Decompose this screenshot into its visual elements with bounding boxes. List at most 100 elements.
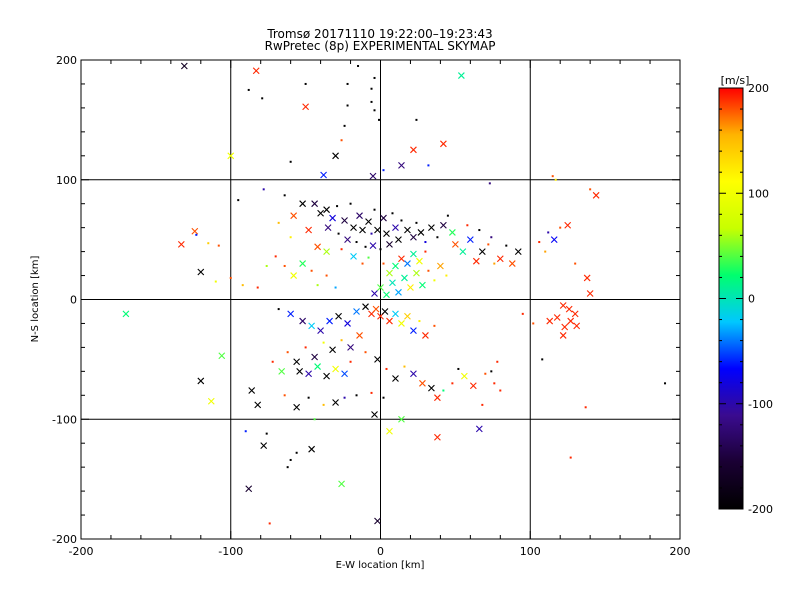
data-point-x — [410, 233, 417, 241]
data-point-x — [287, 310, 295, 318]
colorbar-label: [m/s] — [721, 74, 750, 87]
data-point-x — [227, 152, 235, 160]
data-point-x — [341, 217, 348, 224]
data-point-x — [369, 242, 377, 250]
data-point-x — [350, 224, 357, 232]
data-point-x — [369, 172, 377, 180]
data-point-x — [245, 485, 253, 493]
data-point-dot — [385, 367, 388, 370]
data-point-dot — [214, 280, 217, 283]
data-point-x — [356, 332, 363, 339]
data-point-x — [451, 241, 459, 248]
data-point-dot — [466, 224, 469, 227]
data-point-dot — [370, 100, 373, 103]
data-point-x — [278, 367, 286, 375]
data-point-x — [386, 317, 393, 325]
data-point-dot — [241, 284, 244, 287]
y-tick-label: -100 — [52, 413, 77, 426]
data-point-x — [177, 241, 185, 248]
colorbar-tick-label: 0 — [748, 293, 755, 306]
data-point-x — [398, 415, 405, 423]
data-point-x — [305, 226, 313, 234]
data-point-dot — [277, 221, 280, 224]
data-point-x — [565, 305, 573, 313]
data-point-dot — [304, 82, 307, 85]
y-axis-title: N-S location [km] — [30, 256, 41, 343]
data-point-dot — [403, 365, 406, 368]
data-point-x — [308, 445, 316, 453]
data-point-x — [347, 344, 354, 351]
data-point-dot — [307, 396, 310, 399]
data-point-dot — [373, 76, 376, 79]
data-point-dot — [574, 262, 577, 265]
data-point-x — [248, 387, 256, 394]
data-point-x — [383, 291, 390, 299]
data-point-dot — [340, 339, 343, 342]
data-point-dot — [547, 231, 550, 234]
data-point-x — [323, 206, 330, 214]
x-tick-label: 0 — [377, 545, 384, 558]
data-point-dot — [277, 308, 280, 311]
data-point-dot — [256, 286, 259, 289]
data-point-dot — [490, 370, 493, 373]
data-point-x — [260, 442, 268, 449]
data-point-x — [413, 269, 420, 277]
data-point-x — [305, 370, 313, 378]
data-point-dot — [499, 389, 502, 392]
data-point-x — [329, 346, 336, 354]
data-point-x — [437, 262, 444, 270]
data-point-x — [410, 146, 417, 154]
data-point-x — [395, 236, 402, 244]
data-point-x — [308, 322, 316, 330]
data-point-dot — [286, 351, 289, 354]
axis-ticks: -200 -100 0 100 200 -200 -100 0 100 200 — [52, 54, 690, 558]
data-point-dot — [487, 243, 490, 246]
x-tick-label: -200 — [69, 545, 94, 558]
data-point-dot — [229, 276, 232, 279]
data-point-x — [314, 243, 321, 251]
data-point-dot — [427, 164, 430, 167]
data-point-dot — [541, 358, 544, 361]
data-point-x — [392, 310, 399, 318]
data-point-x — [374, 355, 381, 363]
data-point-x — [365, 218, 372, 226]
data-point-x — [335, 312, 342, 320]
data-point-dot — [195, 233, 198, 236]
data-point-dot — [488, 182, 491, 185]
data-point-dot — [367, 256, 370, 259]
data-point-x — [460, 372, 468, 380]
data-point-x — [586, 290, 594, 297]
data-point-dot — [433, 279, 436, 282]
data-point-x — [296, 367, 304, 375]
data-point-x — [573, 322, 581, 330]
data-point-x — [410, 327, 417, 335]
x-tick-label: 200 — [670, 545, 691, 558]
colorbar-tick-label: 100 — [748, 187, 769, 200]
data-point-dot — [244, 430, 247, 433]
data-points — [122, 62, 667, 525]
data-point-x — [404, 226, 411, 234]
y-tick-label: -200 — [52, 533, 77, 546]
y-tick-label: 100 — [56, 174, 77, 187]
data-point-x — [434, 433, 441, 441]
data-point-dot — [349, 202, 352, 205]
data-point-dot — [436, 236, 439, 239]
data-point-dot — [379, 248, 382, 251]
data-point-x — [469, 382, 477, 390]
data-point-x — [434, 394, 441, 402]
data-point-x — [332, 399, 339, 406]
data-point-x — [419, 281, 426, 289]
data-point-dot — [316, 284, 319, 287]
data-point-x — [401, 274, 408, 282]
colorbar: [m/s] -200 -100 0 100 200 — [718, 74, 773, 516]
data-point-x — [440, 140, 447, 148]
data-point-dot — [415, 118, 418, 121]
data-point-dot — [349, 360, 352, 363]
data-point-x — [583, 274, 591, 282]
data-point-x — [122, 310, 130, 318]
data-point-x — [428, 384, 435, 392]
data-point-dot — [265, 432, 268, 435]
data-point-dot — [521, 312, 524, 315]
data-point-x — [472, 257, 480, 265]
data-point-x — [311, 200, 318, 208]
